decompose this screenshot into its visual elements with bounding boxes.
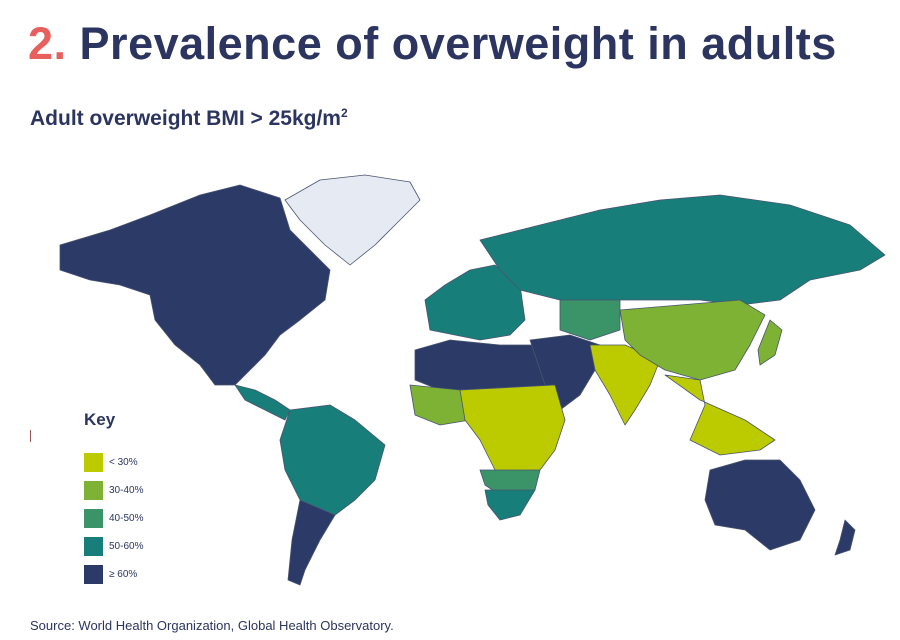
legend-label: ≥ 60% — [109, 568, 138, 580]
page-title: 2. Prevalence of overweight in adults — [28, 18, 837, 70]
region-china — [619, 299, 766, 381]
region-russia — [479, 194, 886, 306]
legend-swatch — [84, 452, 103, 472]
legend-item: 30-40% — [84, 476, 143, 504]
legend-label: 30-40% — [109, 484, 144, 496]
region-new-zealand — [834, 519, 856, 556]
legend-item: 40-50% — [84, 504, 143, 532]
subtitle-text: Adult overweight BMI > 25kg/m — [30, 107, 341, 130]
legend-item: < 30% — [84, 448, 143, 476]
subtitle: Adult overweight BMI > 25kg/m2 — [30, 106, 348, 131]
region-west-africa — [409, 384, 471, 426]
region-australia — [704, 459, 816, 551]
legend-item: ≥ 60% — [84, 560, 143, 588]
region-japan — [757, 319, 783, 366]
legend-swatch — [84, 508, 103, 528]
region-europe — [424, 264, 526, 341]
world-map — [59, 174, 886, 586]
marker-tick — [30, 430, 31, 442]
legend-label: < 30% — [109, 456, 138, 468]
region-central-america — [234, 384, 291, 421]
region-sub-saharan-africa — [459, 384, 566, 481]
source-note: Source: World Health Organization, Globa… — [30, 618, 394, 633]
region-southern-cone — [287, 499, 336, 586]
legend-label: 50-60% — [109, 540, 144, 552]
legend-swatch — [84, 536, 103, 556]
section-number: 2. — [28, 18, 67, 69]
legend-title: Key — [84, 410, 116, 429]
legend-item: 50-60% — [84, 532, 143, 560]
region-north-america — [59, 184, 331, 386]
legend-swatch — [84, 480, 103, 500]
legend: Key < 30% 30-40% 40-50% 50-60% ≥ 60% — [84, 410, 143, 588]
region-greenland — [284, 174, 421, 266]
region-central-asia — [559, 299, 621, 341]
region-south-america — [279, 404, 386, 521]
legend-label: 40-50% — [109, 512, 144, 524]
region-southeast-asia — [664, 374, 776, 456]
subtitle-superscript: 2 — [340, 106, 348, 120]
title-text: Prevalence of overweight in adults — [79, 18, 837, 69]
region-south-africa — [484, 489, 536, 521]
legend-swatch — [84, 564, 103, 584]
